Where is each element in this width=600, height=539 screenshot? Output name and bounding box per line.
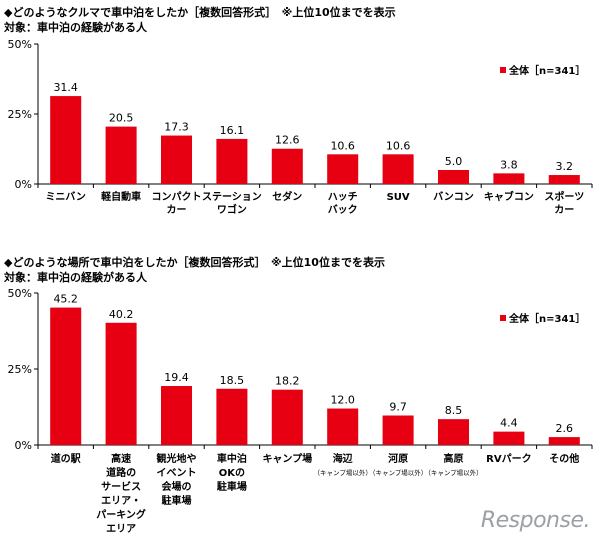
chart-legend: 全体［n=341］ — [500, 62, 585, 77]
data-label: 18.5 — [220, 374, 245, 387]
bar — [548, 175, 580, 184]
bar — [493, 173, 525, 184]
y-tick-label: 25% — [8, 363, 32, 376]
bar — [327, 154, 359, 184]
chart-subtitle: 対象：車中泊の経験がある人 — [4, 271, 147, 284]
bar — [493, 431, 525, 445]
bar — [327, 408, 359, 445]
category-label: 会場の — [162, 480, 192, 493]
data-label: 17.3 — [164, 121, 189, 134]
bar — [160, 386, 193, 445]
y-tick-label: 50% — [8, 287, 32, 300]
category-label: SUV — [387, 192, 410, 203]
y-tick-label: 0% — [15, 439, 32, 452]
category-label: ステーション — [202, 191, 262, 203]
bar — [271, 148, 303, 184]
category-sublabel: （キャンプ場以外） — [369, 468, 427, 477]
data-label: 19.4 — [164, 371, 189, 384]
chart-title: ◆どのようなクルマで車中泊をしたか［複数回答形式］ ※上位10位までを表示 — [4, 6, 396, 19]
category-label: カー — [554, 204, 574, 216]
data-label: 10.6 — [386, 139, 411, 152]
category-label: パーキング — [96, 508, 146, 521]
bar — [382, 415, 414, 445]
category-label: スポーツ — [544, 190, 584, 203]
bar — [382, 154, 414, 184]
data-label: 4.4 — [500, 417, 518, 430]
response-logo: Response. — [480, 508, 591, 533]
bar — [548, 437, 580, 445]
category-label: 駐車場 — [217, 480, 247, 493]
data-label: 10.6 — [330, 139, 355, 152]
data-label: 3.2 — [556, 160, 574, 173]
bar — [160, 135, 193, 184]
category-label: 観光地や — [157, 452, 197, 465]
category-label: その他 — [549, 452, 579, 465]
chart-panel-place: ◆どのような場所で車中泊をしたか［複数回答形式］ ※上位10位までを表示 対象：… — [0, 250, 600, 539]
bar — [50, 96, 82, 184]
category-sublabel: （キャンプ場以外） — [314, 468, 372, 477]
y-tick-label: 25% — [8, 108, 32, 121]
chart-title: ◆どのような場所で車中泊をしたか［複数回答形式］ ※上位10位までを表示 — [4, 256, 385, 269]
data-label: 18.2 — [275, 375, 300, 388]
data-label: 31.4 — [53, 81, 78, 94]
legend-swatch — [500, 67, 506, 73]
bar — [216, 138, 248, 184]
legend-swatch — [500, 315, 506, 321]
bar — [216, 388, 248, 445]
category-label: RVパーク — [486, 453, 531, 465]
bar — [437, 170, 470, 184]
category-label: 高原 — [444, 452, 464, 465]
category-label: キャブコン — [484, 190, 534, 203]
category-label: ハッチ — [328, 191, 358, 203]
category-label: カー — [167, 204, 187, 216]
category-label: バック — [328, 204, 358, 216]
data-label: 3.8 — [500, 158, 518, 171]
category-label: 軽自動車 — [101, 190, 141, 203]
category-label: バンコン — [433, 191, 474, 203]
category-label: 道の駅 — [51, 452, 82, 465]
category-label: 河原 — [388, 453, 408, 465]
category-label: 道路の — [106, 466, 136, 479]
bar — [271, 389, 303, 445]
category-label: 駐車場 — [162, 494, 192, 507]
y-tick-label: 0% — [15, 178, 32, 191]
category-label: 高速 — [111, 452, 131, 465]
data-label: 8.5 — [445, 404, 463, 417]
category-label: コンパクト — [152, 191, 202, 203]
data-label: 5.0 — [445, 155, 463, 168]
category-label: サービス — [101, 480, 141, 493]
data-label: 16.1 — [220, 124, 245, 137]
category-label: 車中泊 — [217, 452, 247, 465]
bar — [50, 307, 82, 445]
data-label: 45.2 — [53, 293, 78, 306]
data-label: 2.6 — [556, 422, 574, 435]
bar — [105, 126, 137, 184]
bar — [437, 419, 470, 445]
category-sublabel: （キャンプ場以外） — [424, 468, 482, 477]
data-label: 9.7 — [389, 401, 407, 414]
y-tick-label: 50% — [8, 38, 32, 51]
bar-chart-vehicle: 0%25%50%31.4ミニバン20.5軽自動車17.3コンパクトカー16.1ス… — [8, 38, 593, 216]
chart-legend: 全体［n=341］ — [500, 310, 585, 325]
category-label: ワゴン — [217, 203, 247, 216]
chart-panel-vehicle: ◆どのようなクルマで車中泊をしたか［複数回答形式］ ※上位10位までを表示 対象… — [0, 0, 600, 250]
bar-chart-place: 0% 25% 50% 45.2 道の駅 40.2 高速道路のサービスエリア・パーキングエリア… — [8, 287, 593, 535]
data-label: 12.0 — [330, 394, 355, 407]
category-label: エリア — [106, 523, 136, 535]
bar — [105, 322, 137, 445]
category-label: OKの — [219, 468, 245, 479]
chart-subtitle: 対象：車中泊の経験がある人 — [4, 21, 147, 34]
legend-label: 全体［n=341］ — [509, 314, 586, 325]
category-label: エリア・ — [101, 495, 141, 507]
category-label: セダン — [272, 190, 302, 203]
data-label: 12.6 — [275, 134, 300, 147]
category-label: キャンプ場 — [262, 452, 312, 465]
legend-label: 全体［n=341］ — [509, 66, 586, 77]
category-label: イベント — [157, 467, 197, 479]
data-label: 40.2 — [109, 308, 134, 321]
category-label: 海辺 — [333, 452, 353, 465]
category-label: ミニバン — [45, 191, 86, 203]
data-label: 20.5 — [109, 112, 134, 125]
